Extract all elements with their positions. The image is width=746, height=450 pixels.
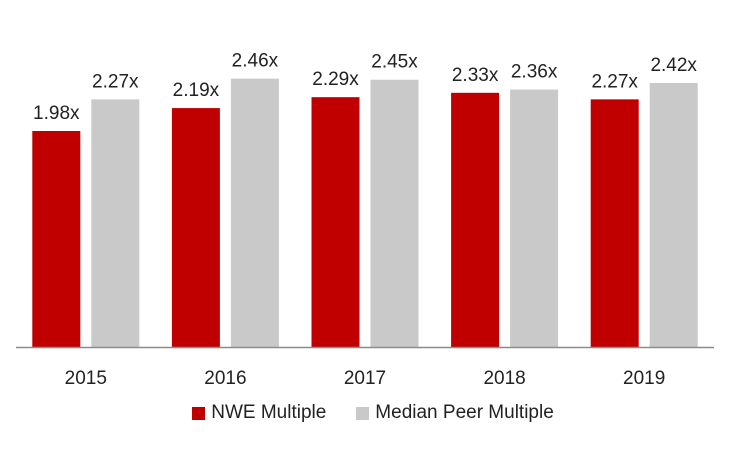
x-tick-label-2015: 2015 [65, 368, 107, 389]
legend: NWE Multiple Median Peer Multiple [0, 402, 746, 424]
data-label-median-peer-2017: 2.45x [371, 52, 418, 73]
bar-chart: 1.98x 2.27x 2015 2.19x 2.46x 2016 2.29x 2.45x 20… [16, 51, 714, 389]
data-label-nwe-2016: 2.19x [173, 80, 220, 101]
data-label-nwe-2015: 1.98x [33, 103, 80, 124]
legend-label-nwe: NWE Multiple [211, 402, 327, 423]
data-label-median-peer-2015: 2.27x [92, 71, 139, 92]
legend-swatch-median-peer [356, 406, 370, 420]
bar-nwe-2015 [32, 131, 81, 347]
bar-nwe-2017 [311, 97, 360, 347]
data-label-median-peer-2016: 2.46x [232, 51, 279, 72]
legend-swatch-nwe [192, 406, 206, 420]
legend-item-median-peer: Median Peer Multiple [356, 402, 554, 424]
bar-median-peer-2017 [370, 79, 419, 348]
x-tick-label-2019: 2019 [623, 368, 665, 389]
x-tick-label-2016: 2016 [204, 368, 246, 389]
bar-median-peer-2016 [230, 78, 279, 348]
data-label-median-peer-2018: 2.36x [511, 62, 558, 83]
data-label-nwe-2017: 2.29x [312, 69, 359, 90]
bar-nwe-2018 [451, 92, 500, 348]
x-tick-label-2018: 2018 [483, 368, 525, 389]
bar-nwe-2019 [590, 99, 639, 347]
legend-label-median-peer: Median Peer Multiple [375, 402, 554, 423]
legend-item-nwe: NWE Multiple [192, 402, 326, 424]
bar-median-peer-2015 [91, 99, 140, 347]
bar-median-peer-2019 [649, 83, 698, 347]
bar-nwe-2016 [171, 108, 220, 347]
data-label-nwe-2019: 2.27x [591, 71, 638, 92]
bar-median-peer-2018 [510, 89, 559, 347]
x-tick-label-2017: 2017 [344, 368, 386, 389]
data-label-median-peer-2019: 2.42x [650, 55, 697, 76]
data-label-nwe-2018: 2.33x [452, 65, 499, 86]
